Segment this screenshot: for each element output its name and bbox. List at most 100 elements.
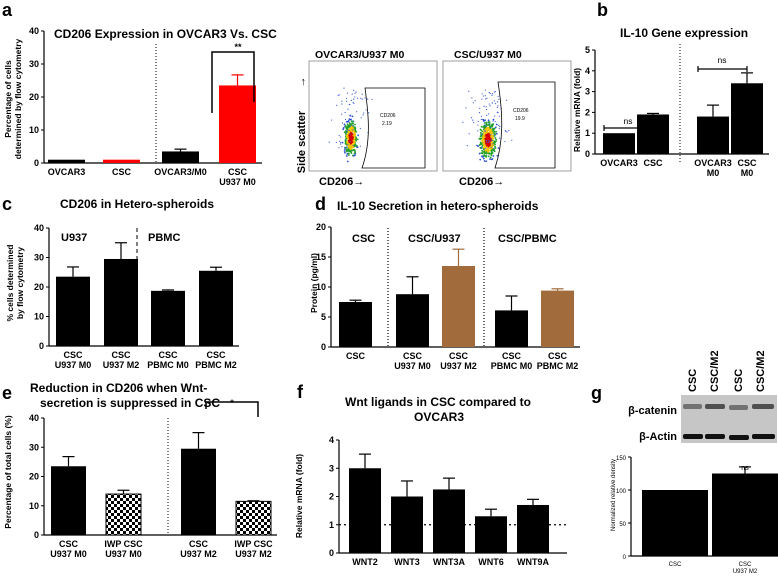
facs-dot <box>488 143 490 146</box>
facs-dot <box>484 95 486 97</box>
category-label-2: CSC U937 M2 <box>180 539 217 559</box>
y-tick-label: 0 <box>329 548 334 558</box>
facs-dot <box>349 127 352 129</box>
facs-dot <box>505 130 507 132</box>
facs-dot <box>344 111 346 114</box>
facs-dot <box>497 95 499 97</box>
facs-dot <box>354 92 356 94</box>
category-label-line: U937 M0 <box>105 549 142 559</box>
facs-dot <box>484 145 487 147</box>
facs-dot <box>494 115 496 117</box>
panel-c-title: CD206 in Hetero-spheroids <box>60 197 214 211</box>
facs-dot <box>483 144 485 146</box>
category-label-line: U937 M0 <box>55 360 92 370</box>
bar-2 <box>433 489 465 553</box>
panel-g-sig-label: ns <box>741 465 749 472</box>
facs-dot <box>485 149 488 151</box>
facs-dot <box>481 155 484 158</box>
panel-a: a CD206 Expression in OVCAR3 Vs. CSC Per… <box>2 0 572 188</box>
bar-2 <box>181 448 216 535</box>
facs-dot <box>352 101 354 103</box>
facs-dot <box>344 126 347 128</box>
panel-f-label: f <box>297 382 304 402</box>
panel-b-sig-bracket-right <box>697 66 748 72</box>
category-label-line: OVCAR3 <box>600 158 638 168</box>
facs-dot <box>352 144 354 147</box>
facs-dot <box>346 160 349 163</box>
facs-dot <box>346 128 349 131</box>
facs-dot <box>484 119 486 121</box>
facs-dot <box>492 118 495 121</box>
facs-dot <box>354 150 356 153</box>
y-tick-label: 3 <box>329 463 334 473</box>
category-label-line: M0 <box>741 168 754 178</box>
facs-dot <box>474 100 476 102</box>
facs-dot <box>489 158 491 161</box>
category-label-2: OVCAR3 M0 <box>694 158 732 178</box>
bar-3 <box>475 516 507 553</box>
facs-dot <box>350 118 353 120</box>
facs-dot <box>495 123 498 126</box>
band-actin-0 <box>683 434 703 439</box>
facs-dot <box>477 145 480 147</box>
facs-dot <box>465 107 467 109</box>
facs-dot <box>342 127 345 129</box>
facs-dot <box>494 145 496 148</box>
facs-dot <box>498 115 500 117</box>
y-tick-label: 0 <box>321 342 326 352</box>
facs-dot <box>485 141 487 143</box>
category-label-line: PBMC M0 <box>491 361 533 371</box>
facs-dot <box>363 112 365 114</box>
category-label-line: U937 M2 <box>440 361 477 371</box>
bar-1 <box>103 159 140 163</box>
facs-dot <box>349 141 351 143</box>
panel-g-ylabel: Normalized relative density <box>611 459 617 531</box>
facs-dot <box>341 103 343 105</box>
facs-dot <box>338 94 340 96</box>
facs-dot <box>493 147 495 149</box>
category-label-line: CSC <box>228 167 248 177</box>
facs-dot <box>472 102 474 104</box>
facs-dot <box>489 93 491 95</box>
lane-label-0: CSC <box>687 369 699 392</box>
panel-f: f Wnt ligands in CSC compared to OVCAR3 … <box>294 382 567 567</box>
facs-dot <box>353 137 356 140</box>
facs-dot <box>345 132 347 134</box>
facs-dot <box>494 137 497 139</box>
y-tick-label: 1 <box>585 128 590 138</box>
facs-dot <box>348 129 350 132</box>
y-tick-label: 15 <box>316 252 326 262</box>
facs-dot <box>488 123 490 125</box>
bar-0 <box>339 302 372 347</box>
category-label-line: OVCAR3/M0 <box>154 167 207 177</box>
facs-dot <box>353 131 355 134</box>
panel-e-ylabel: Percentage of total cells (%) <box>3 415 13 529</box>
facs-dot <box>488 124 490 127</box>
bar-1 <box>105 493 142 536</box>
panel-a-label: a <box>2 0 13 20</box>
panel-c-group-2: PBMC <box>148 232 180 244</box>
band-catenin-3 <box>752 404 774 409</box>
category-label-1: IWP CSC U937 M0 <box>104 539 143 559</box>
category-label-line: U937 M0 <box>50 549 87 559</box>
facs-dot <box>338 147 340 149</box>
y-tick-label: 2 <box>329 492 334 502</box>
facs-left-gate-value: 2.19 <box>382 121 392 127</box>
facs-dot <box>351 93 353 95</box>
facs-dot <box>347 143 349 146</box>
facs-dot <box>347 138 350 140</box>
facs-dot <box>490 135 493 138</box>
facs-dot <box>499 126 501 128</box>
facs-dot <box>466 144 468 147</box>
facs-y-axis-label: Side scatter <box>296 110 308 173</box>
facs-dot <box>489 140 491 142</box>
panel-e-sig-bracket <box>205 401 259 417</box>
facs-dot <box>340 136 342 138</box>
facs-dot <box>462 121 464 123</box>
category-label-line: CSC <box>346 351 366 361</box>
facs-dot <box>498 124 500 126</box>
facs-dot <box>493 140 496 142</box>
facs-dot <box>353 89 355 91</box>
